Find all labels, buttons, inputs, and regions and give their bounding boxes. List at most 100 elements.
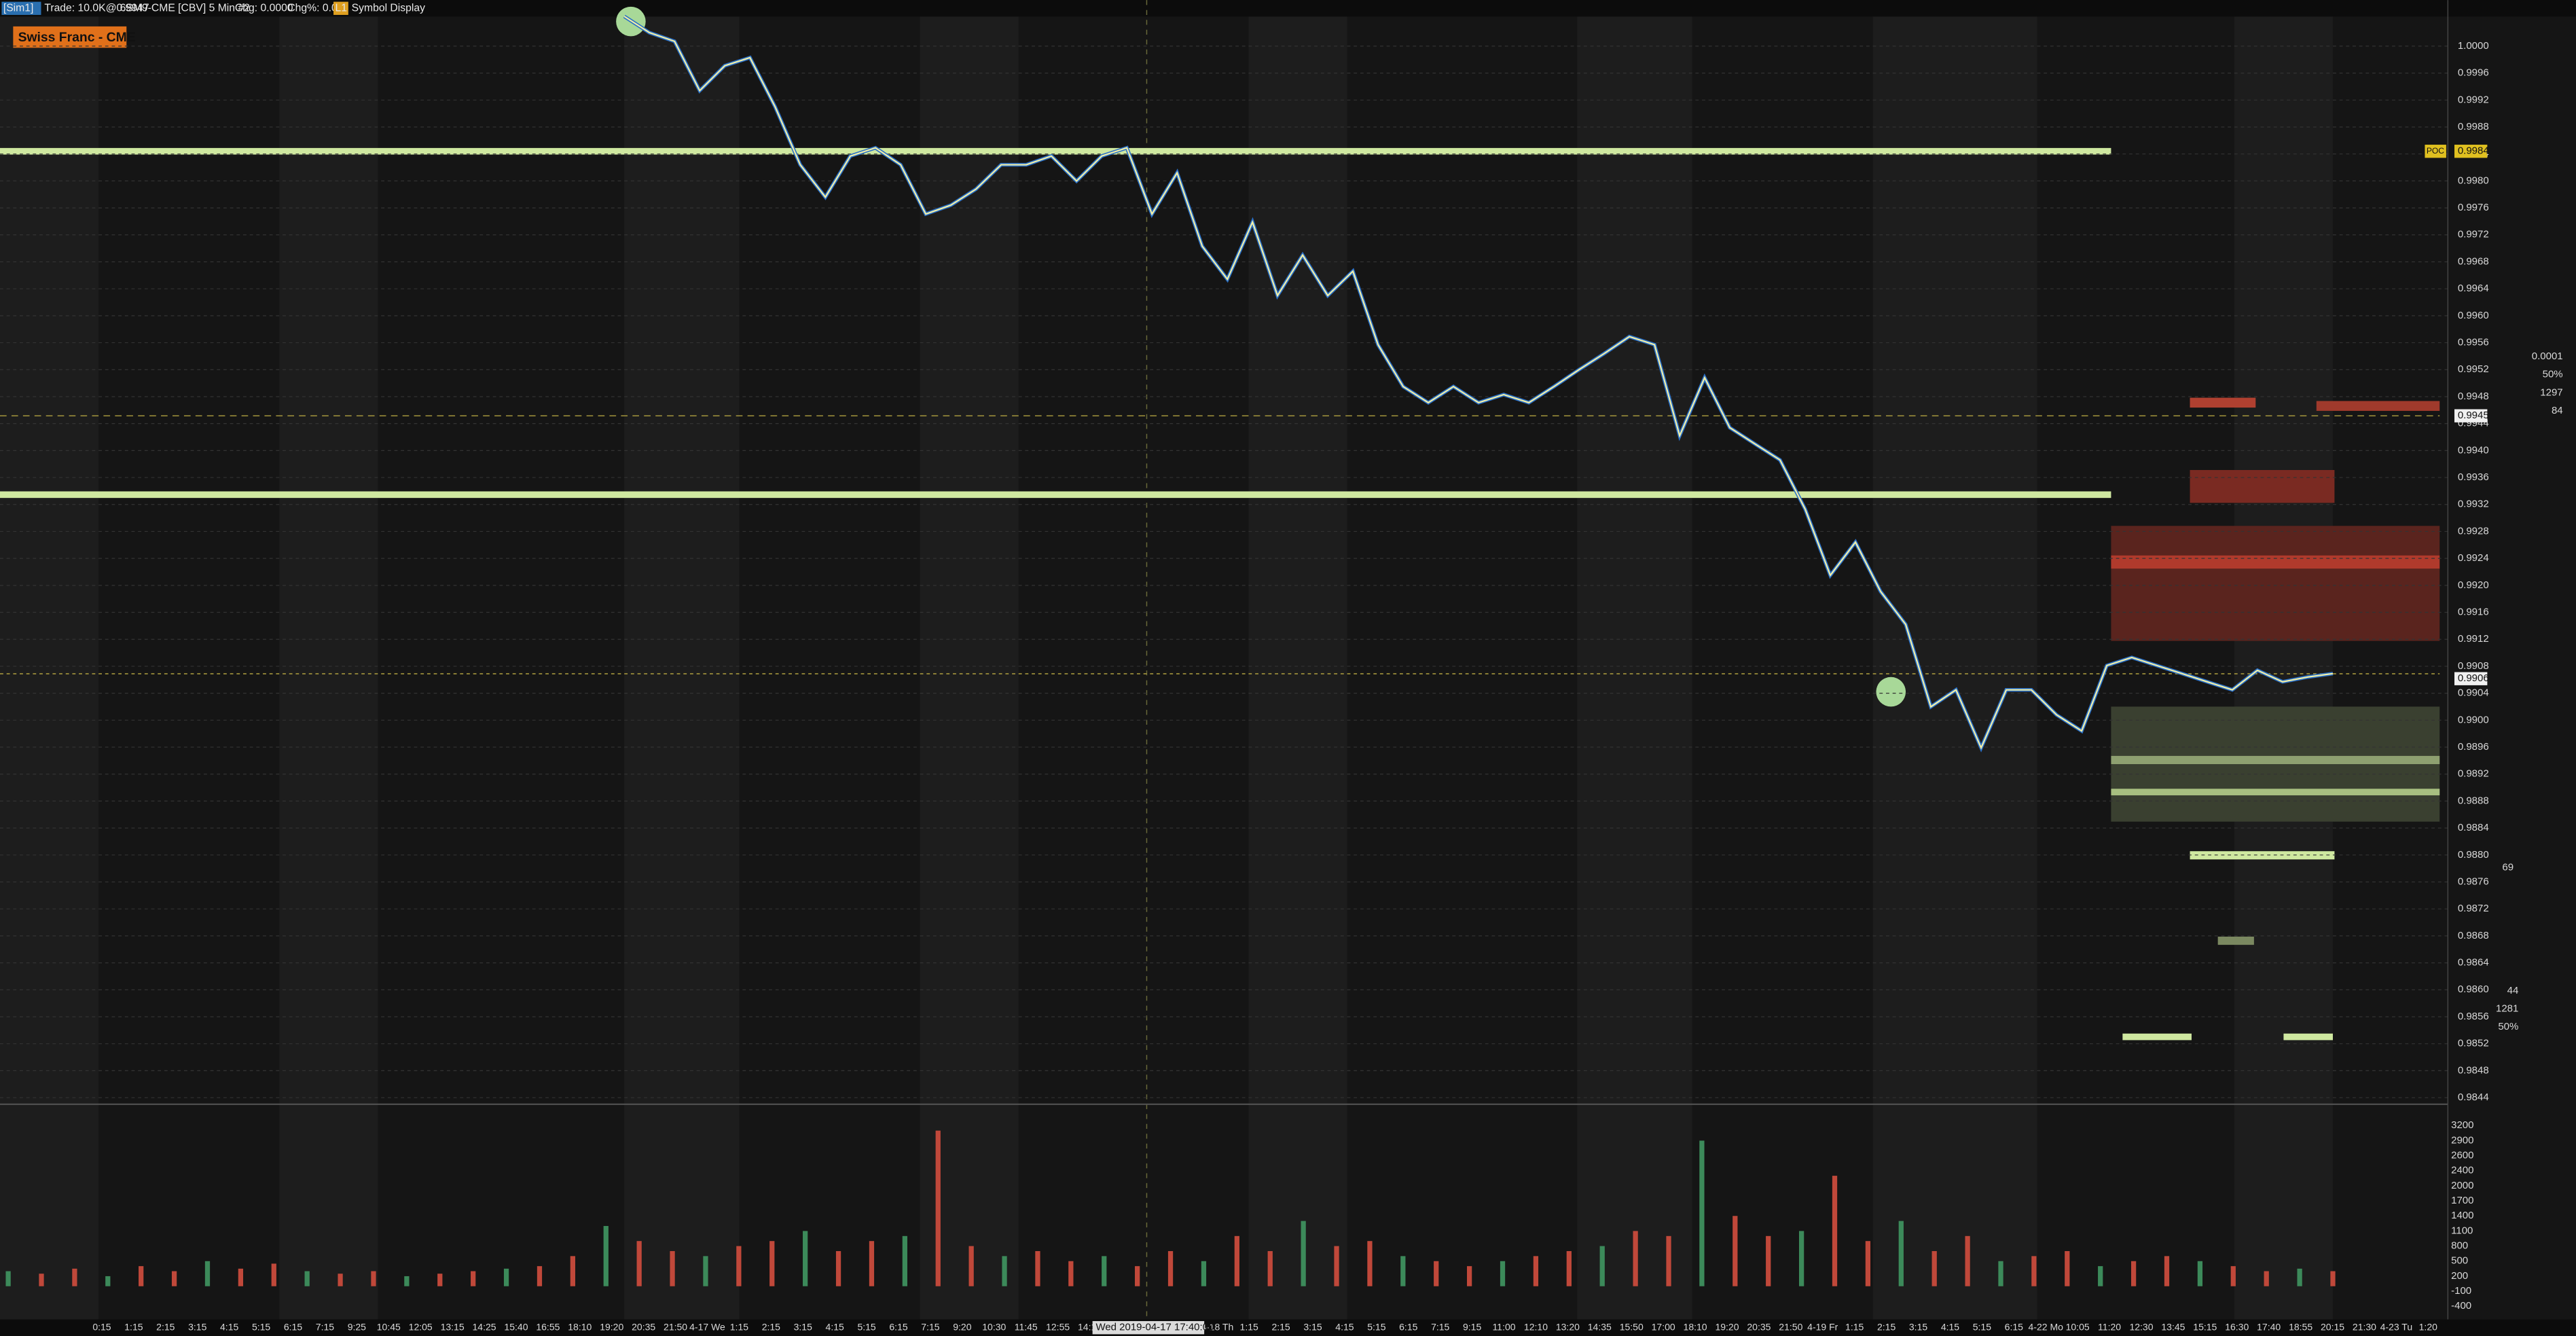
price-tick-label: 0.9936 xyxy=(2458,471,2489,483)
time-tick-label: 21:30 xyxy=(2353,1321,2376,1332)
price-tick-label: 0.9848 xyxy=(2458,1064,2489,1076)
level-band xyxy=(0,147,2111,155)
time-tick-label: 3:15 xyxy=(188,1321,206,1332)
time-tick-label: 13:15 xyxy=(441,1321,465,1332)
session-shade xyxy=(1872,16,2037,1320)
change: Chg: 0.0000 xyxy=(235,2,293,14)
time-tick-label: 2:15 xyxy=(1271,1321,1290,1332)
price-tick-label: 0.9904 xyxy=(2458,687,2489,699)
price-tick-label: 0.9952 xyxy=(2458,363,2489,375)
time-tick-label: 4-17 We xyxy=(689,1321,725,1332)
price-tick-label: 0.9928 xyxy=(2458,525,2489,537)
poc-price: 0.9984 xyxy=(2458,145,2489,157)
price-tick-label: 0.9992 xyxy=(2458,94,2489,105)
volume-bar xyxy=(869,1241,875,1286)
price-tick-label: 0.9896 xyxy=(2458,741,2489,753)
volume-bar xyxy=(437,1274,443,1286)
time-tick-label: 4:15 xyxy=(220,1321,238,1332)
poc-badge xyxy=(2425,145,2446,158)
time-tick-label: 18:55 xyxy=(2289,1321,2312,1332)
time-tick-label: 3:15 xyxy=(1303,1321,1322,1332)
volume-bar xyxy=(471,1271,476,1286)
volume-bar xyxy=(902,1235,907,1286)
time-tick-label: 1:15 xyxy=(730,1321,748,1332)
time-tick-label: 6:15 xyxy=(284,1321,302,1332)
time-tick-label: 20:35 xyxy=(1747,1321,1771,1332)
volume-bar xyxy=(835,1250,841,1286)
time-tick-label: 1:15 xyxy=(1845,1321,1864,1332)
volume-tick-label: 3200 xyxy=(2451,1119,2473,1131)
price-tick-label: 0.9872 xyxy=(2458,903,2489,914)
price-tick-label: 0.9948 xyxy=(2458,391,2489,402)
volume-bar xyxy=(769,1241,775,1286)
volume-bar xyxy=(105,1276,111,1286)
price-tick-label: 0.9856 xyxy=(2458,1011,2489,1022)
volume-bar xyxy=(1234,1235,1239,1286)
heatmap-cell xyxy=(2111,755,2440,765)
symbol: 6SM9-CME [CBV] 5 Min #2 xyxy=(120,2,250,14)
volume-tick-label: 2000 xyxy=(2451,1180,2473,1191)
volume-tick-label: 1700 xyxy=(2451,1195,2473,1206)
time-tick-label: 10:05 xyxy=(2066,1321,2090,1332)
volume-bar xyxy=(72,1268,77,1286)
price-tick-label: 0.9844 xyxy=(2458,1091,2489,1103)
time-tick-label: 12:55 xyxy=(1046,1321,1070,1332)
time-tick-label: 13:45 xyxy=(2161,1321,2185,1332)
time-tick-label: 9:15 xyxy=(1463,1321,1481,1332)
volume-bar xyxy=(2230,1266,2236,1286)
volume-bar xyxy=(1699,1140,1705,1286)
last-price: 0.9906 xyxy=(2458,672,2489,684)
price-tick-label: 0.9920 xyxy=(2458,579,2489,591)
volume-bar xyxy=(338,1274,343,1286)
time-tick-label: 2:15 xyxy=(1877,1321,1895,1332)
time-tick-label: 18:10 xyxy=(568,1321,592,1332)
time-tick-label: 5:15 xyxy=(1973,1321,1991,1332)
price-tick-label: 0.9940 xyxy=(2458,444,2489,456)
time-tick-label: 1:15 xyxy=(124,1321,143,1332)
price-tick-label: 0.9860 xyxy=(2458,983,2489,995)
volume-bar xyxy=(39,1274,44,1286)
volume-bar xyxy=(171,1271,177,1286)
session-shade xyxy=(279,16,378,1320)
volume-bar xyxy=(537,1266,543,1286)
price-tick-label: 1.0000 xyxy=(2458,40,2489,52)
side-stat: 69 xyxy=(2502,861,2514,873)
side-stat: 1281 xyxy=(2496,1003,2518,1014)
time-tick-label: 14:35 xyxy=(1588,1321,1612,1332)
volume-bar xyxy=(5,1271,11,1286)
level-badge xyxy=(333,1,348,15)
price-tick-label: 0.9976 xyxy=(2458,202,2489,213)
account-badge xyxy=(1,1,41,15)
time-tick-label: 15:15 xyxy=(2193,1321,2217,1332)
time-tick-label: 4:15 xyxy=(826,1321,844,1332)
volume-bar xyxy=(603,1226,609,1286)
side-stat: 84 xyxy=(2552,405,2563,416)
time-tick-label: 20:35 xyxy=(632,1321,655,1332)
bid-badge xyxy=(2454,409,2488,422)
time-tick-label: 4-18 Th xyxy=(1201,1321,1233,1332)
heatmap-cell xyxy=(2217,937,2254,945)
volume-bar xyxy=(1832,1176,1838,1286)
volume-bar xyxy=(1201,1261,1207,1286)
session-shade xyxy=(1248,16,1347,1320)
time-tick-label: 13:20 xyxy=(1556,1321,1580,1332)
price-tick-label: 0.9996 xyxy=(2458,67,2489,79)
session-shade xyxy=(920,16,1019,1320)
volume-bar xyxy=(1931,1250,1937,1286)
side-stats: 0.0001 50% 1297 84 69 44 1281 50% xyxy=(2496,350,2563,1032)
cursor-time-badge xyxy=(1092,1321,1205,1335)
price-tick-label: 0.9968 xyxy=(2458,255,2489,267)
time-tick-label: 12:05 xyxy=(409,1321,433,1332)
time-tick-label: 11:45 xyxy=(1015,1321,1038,1332)
volume-bar xyxy=(2098,1266,2103,1286)
volume-bar xyxy=(1102,1256,1107,1286)
trade-marker xyxy=(1876,676,1906,707)
time-tick-label: 9:25 xyxy=(348,1321,366,1332)
volume-bar xyxy=(1466,1266,1472,1286)
time-tick-label: 6:15 xyxy=(1399,1321,1417,1332)
time-tick-label: 19:20 xyxy=(1715,1321,1739,1332)
cursor-time: Wed 2019-04-17 17:40:00 xyxy=(1095,1322,1214,1333)
price-tick-label: 0.9868 xyxy=(2458,930,2489,941)
time-tick-label: 3:15 xyxy=(1909,1321,1927,1332)
